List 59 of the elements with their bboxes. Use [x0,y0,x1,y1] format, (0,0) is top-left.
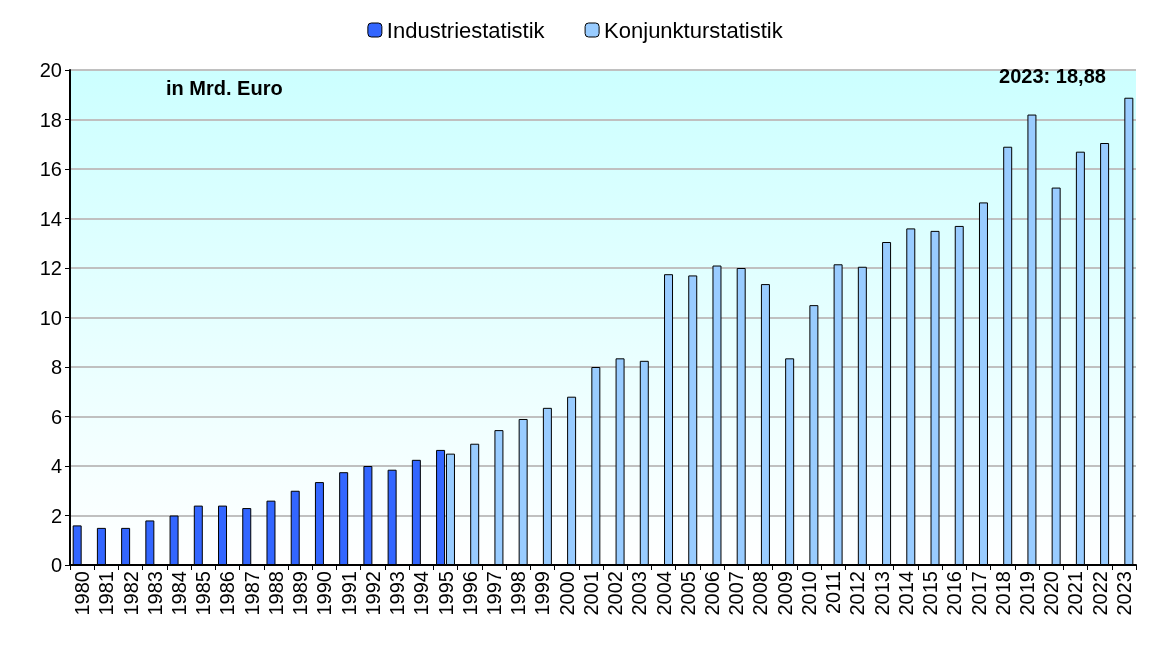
x-tick-label: 2011 [822,571,845,615]
x-tick-label: 2006 [701,571,724,616]
y-tick-label: 4 [50,455,62,477]
y-tick-label: 8 [50,356,62,378]
x-tick-label: 2014 [894,571,917,616]
x-tick-label: 1985 [192,571,215,616]
y-tick-label: 16 [39,158,62,180]
y-tick-label: 0 [50,554,62,576]
x-tick-label: 1990 [313,571,336,616]
x-tick-label: 2001 [579,571,602,616]
x-tick-label: 2009 [773,571,796,616]
annotation: in Mrd. Euro [166,77,283,99]
x-tick-label: 2007 [725,571,748,616]
x-tick-label: 1994 [410,571,433,616]
x-tick-label: 2015 [919,571,942,616]
x-tick-label: 1995 [434,571,457,616]
x-tick-label: 1984 [168,571,191,616]
legend-label: Industriestatistik [386,17,546,43]
y-tick-label: 6 [50,405,62,428]
x-tick-label: 1983 [143,571,166,616]
y-tick-label: 12 [39,257,62,279]
y-tick-label: 2 [50,504,62,527]
x-tick-label: 1988 [264,571,287,616]
x-tick-label: 1996 [458,571,481,616]
x-tick-label: 2022 [1088,571,1111,616]
x-tick-label: 2010 [797,571,820,616]
x-tick-label: 2004 [652,571,675,616]
x-tick-label: 1999 [531,571,554,616]
x-tick-label: 1986 [216,571,239,616]
y-tick-label: 14 [39,207,62,230]
x-tick-label: 1987 [240,571,263,616]
x-tick-label: 2003 [628,571,651,616]
x-tick-label: 1980 [71,571,94,616]
x-tick-label: 2012 [846,571,869,616]
x-tick-label: 2021 [1064,571,1087,616]
annotation: 2023: 18,88 [999,64,1106,87]
x-tick-label: 1991 [337,571,360,616]
x-tick-label: 2020 [1040,571,1063,616]
x-tick-label: 2005 [676,571,699,616]
legend-label: Konjunkturstatistik [604,17,784,43]
x-tick-label: 1981 [95,571,118,616]
x-tick-label: 1998 [507,571,530,616]
x-tick-label: 1992 [361,571,384,616]
x-tick-label: 1982 [119,571,142,616]
x-tick-label: 2016 [943,571,966,616]
x-tick-label: 2017 [967,571,990,616]
x-tick-label: 2023 [1112,571,1135,616]
x-tick-label: 2008 [749,571,772,616]
y-tick-label: 20 [39,59,62,81]
x-tick-label: 2019 [1015,571,1038,616]
x-tick-label: 2000 [555,571,578,616]
y-tick-label: 18 [39,108,62,131]
x-tick-label: 2018 [991,571,1014,616]
x-tick-label: 2013 [870,571,893,616]
x-tick-label: 1993 [386,571,409,616]
x-tick-label: 2002 [604,571,627,616]
x-tick-label: 1989 [289,571,312,616]
x-tick-label: 1997 [482,571,505,616]
y-tick-label: 10 [39,306,62,329]
